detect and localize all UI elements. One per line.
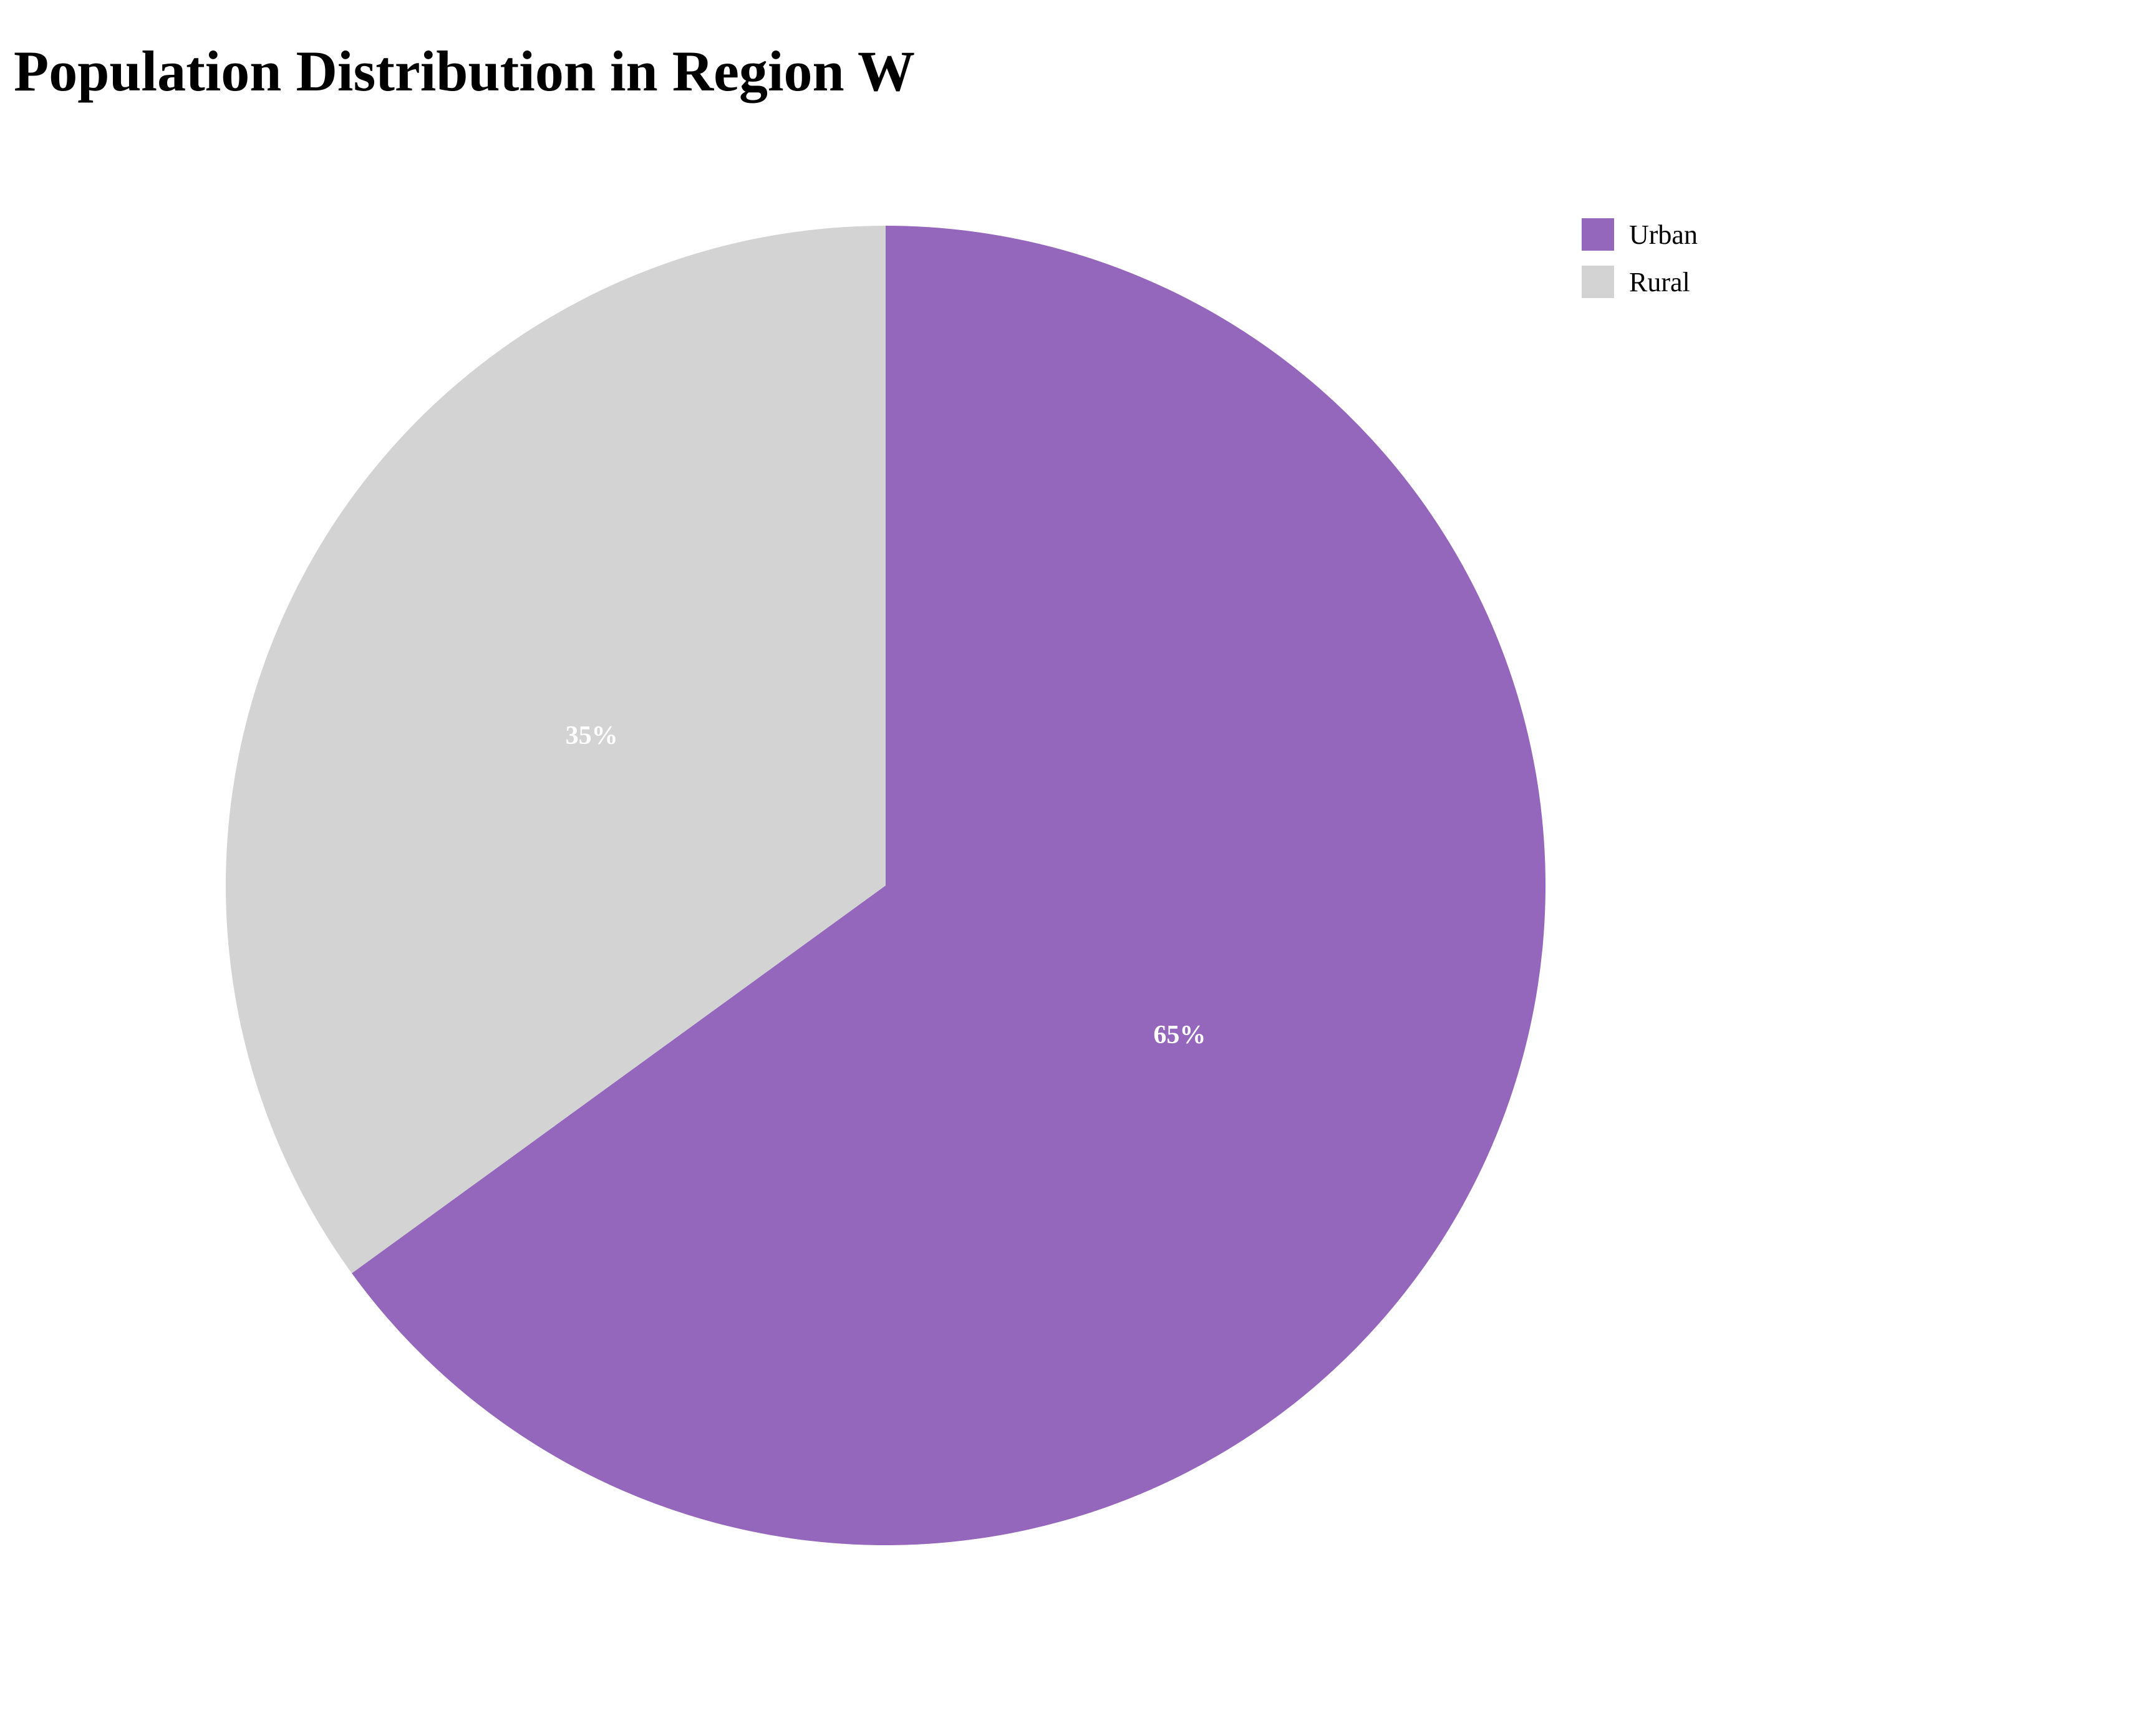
pie-slice-labels: 65% 35% — [566, 721, 1206, 1049]
slice-label-urban: 65% — [1153, 1021, 1206, 1049]
legend-label-rural: Rural — [1629, 266, 1690, 297]
pie-slices — [226, 226, 1545, 1545]
legend-swatch-rural — [1582, 266, 1614, 298]
legend-item-urban: Urban — [1582, 218, 1698, 251]
chart-legend: Urban Rural — [1582, 218, 1698, 313]
slice-label-rural: 35% — [566, 721, 618, 750]
legend-swatch-urban — [1582, 218, 1614, 251]
chart-title: Population Distribution in Region W — [14, 39, 916, 103]
pie-slice-urban — [352, 226, 1545, 1545]
pie-slice-rural — [226, 226, 886, 1273]
legend-label-urban: Urban — [1629, 219, 1698, 250]
legend-item-rural: Rural — [1582, 266, 1698, 298]
